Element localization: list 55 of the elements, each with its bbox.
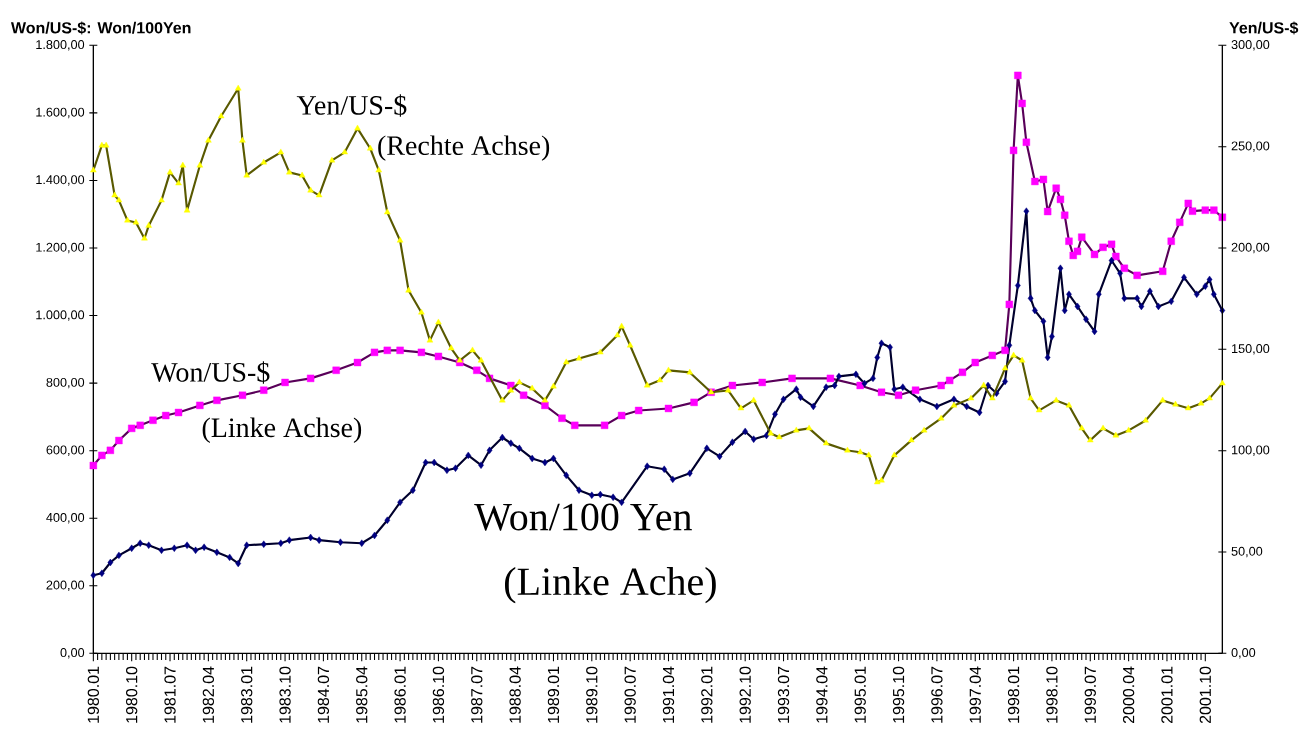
x-tick-label: 1981.07 [164,666,176,723]
y2-tick-label: 50,00 [1231,546,1263,558]
x-tick-label: 2001.01 [1161,666,1173,724]
x-tick-label: 1997.04 [969,666,981,723]
x-tick-label: 1991.04 [662,666,675,723]
y-tick-label: 0,00 [60,648,85,659]
annotation: (Linke Ache) [505,567,716,604]
annotation: (Linke Achse) [202,417,362,443]
x-tick-label: 1999.07 [1084,666,1096,723]
y-tick-label: 1.400,00 [36,175,85,186]
x-tick-label: 1984.07 [317,666,330,723]
annotation: (Rechte Achse) [378,135,550,161]
x-tick-label: 1986.01 [394,666,406,723]
x-tick-label: 1989.10 [586,666,598,723]
y-tick-label: 1.000,00 [36,310,85,321]
x-tick-label: 1992.10 [739,666,751,723]
y2-axis-title: Yen/US-$ [1229,21,1299,35]
x-tick-label: 1982.04 [202,666,215,723]
x-tick-label: 1988.04 [509,666,521,723]
x-tick-label: 1980.10 [126,666,138,723]
y-tick-label: 600,00 [46,445,85,456]
x-tick-label: 1996.07 [931,666,943,723]
x-tick-label: 1993.07 [777,666,790,723]
x-tick-label: 1983.10 [279,666,291,723]
x-tick-label: 1980.01 [87,666,99,723]
y-tick-label: 1.600,00 [36,107,85,119]
y2-tick-label: 0,00 [1231,648,1256,659]
y-tick-label: 1.200,00 [36,242,85,254]
series-label: Won/100 Yen [474,503,692,531]
y-tick-label: 800,00 [46,377,85,389]
x-tick-label: 1987.07 [471,666,483,723]
x-tick-label: 1992.01 [701,666,713,723]
x-tick-label: 1983.01 [241,666,253,723]
y-axis-title: Won/US-$: Won/100Yen [10,21,191,35]
series-label: Won/US-$ [151,361,270,384]
x-tick-label: 1995.01 [854,666,866,723]
y-tick-label: 200,00 [46,580,85,592]
x-tick-label: 1995.10 [892,666,905,723]
y-tick-label: 400,00 [46,512,85,524]
x-tick-label: 1985.04 [356,666,368,723]
x-tick-label: 2001.10 [1199,666,1211,724]
x-tick-label: 1994.04 [816,666,828,723]
x-tick-label: 1998.01 [1007,666,1020,723]
y2-tick-label: 250,00 [1231,141,1270,152]
y2-tick-label: 200,00 [1231,242,1270,254]
x-tick-label: 1989.01 [547,666,560,723]
x-tick-label: 1986.10 [432,666,445,723]
x-tick-label: 1990.07 [624,666,636,723]
x-tick-label: 2000.04 [1122,666,1135,724]
y2-tick-label: 300,00 [1231,40,1270,51]
x-tick-label: 1998.10 [1046,666,1058,723]
y2-tick-label: 100,00 [1232,445,1270,456]
y2-tick-label: 150,00 [1232,344,1270,355]
y-tick-label: 1.800,00 [36,40,85,51]
series-label: Yen/US-$ [296,94,407,117]
